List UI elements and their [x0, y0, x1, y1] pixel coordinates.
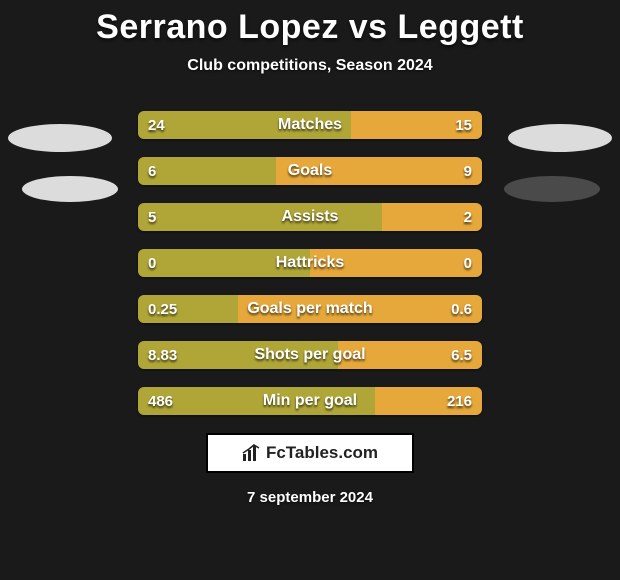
- stat-value-left: 5: [138, 203, 166, 231]
- stat-row: Hattricks0 0: [138, 249, 482, 277]
- stat-row: Shots per goal8.83 6.5: [138, 341, 482, 369]
- stat-label: Shots per goal: [138, 341, 482, 369]
- comparison-bars: Matches24 15 Goals6 9 Assists5 2 Hattricks0 0 Go…: [138, 111, 482, 415]
- stat-value-left: 6: [138, 157, 166, 185]
- stat-value-left: 0: [138, 249, 166, 277]
- stat-label: Matches: [138, 111, 482, 139]
- stat-row: Min per goal486 216: [138, 387, 482, 415]
- footer-date: 7 september 2024: [0, 489, 620, 506]
- chart-icon: [242, 444, 262, 462]
- stat-value-right: 0.6: [441, 295, 482, 323]
- stat-value-right: 0: [454, 249, 482, 277]
- stat-label: Assists: [138, 203, 482, 231]
- stat-row: Goals6 9: [138, 157, 482, 185]
- stat-row: Matches24 15: [138, 111, 482, 139]
- stat-label: Hattricks: [138, 249, 482, 277]
- stat-value-right: 216: [437, 387, 482, 415]
- stat-value-left: 8.83: [138, 341, 187, 369]
- stat-value-left: 486: [138, 387, 183, 415]
- stat-label: Goals: [138, 157, 482, 185]
- stat-row: Assists5 2: [138, 203, 482, 231]
- page-subtitle: Club competitions, Season 2024: [0, 57, 620, 75]
- brand-box: FcTables.com: [206, 433, 414, 473]
- stat-row: Goals per match0.25 0.6: [138, 295, 482, 323]
- stat-value-right: 2: [454, 203, 482, 231]
- stat-label: Goals per match: [138, 295, 482, 323]
- team-badge-ellipse: [504, 176, 600, 202]
- page-title: Serrano Lopez vs Leggett: [0, 0, 620, 47]
- stat-value-left: 0.25: [138, 295, 187, 323]
- team-badge-ellipse: [508, 124, 612, 152]
- stat-value-right: 9: [454, 157, 482, 185]
- brand-text: FcTables.com: [266, 443, 378, 463]
- stat-value-right: 15: [445, 111, 482, 139]
- stat-label: Min per goal: [138, 387, 482, 415]
- stat-value-right: 6.5: [441, 341, 482, 369]
- team-badge-ellipse: [8, 124, 112, 152]
- stat-value-left: 24: [138, 111, 175, 139]
- team-badge-ellipse: [22, 176, 118, 202]
